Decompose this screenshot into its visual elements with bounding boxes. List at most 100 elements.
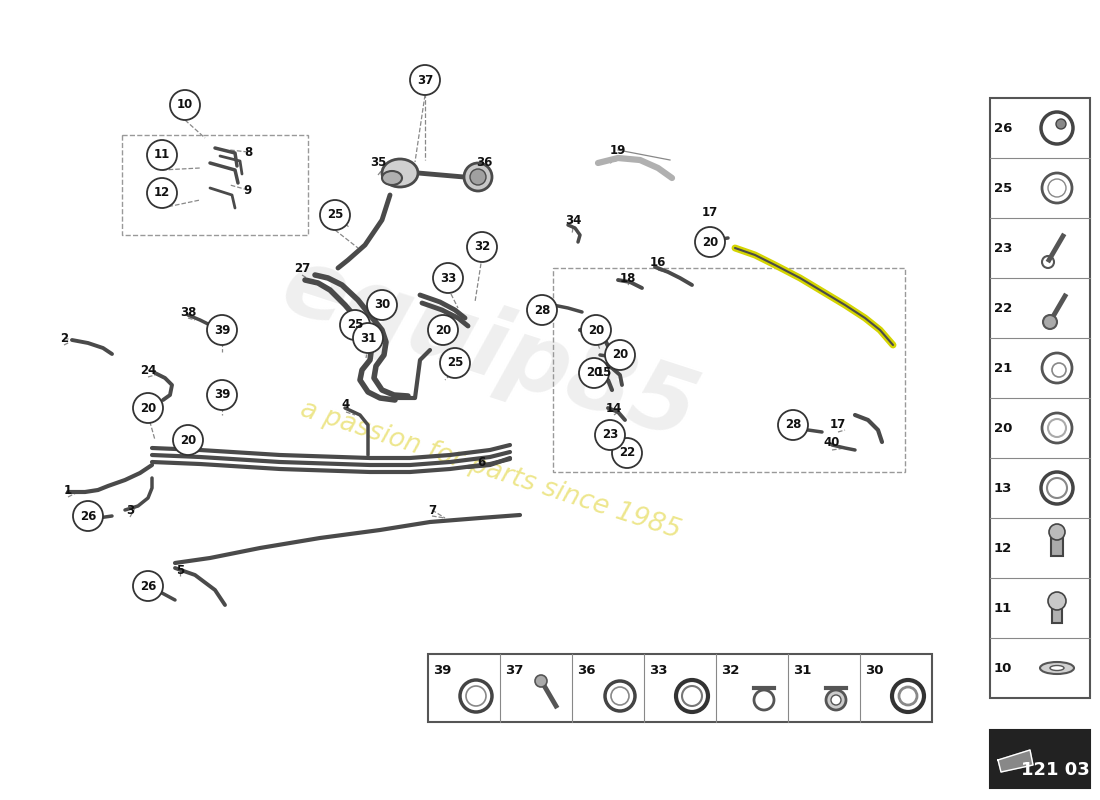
- Circle shape: [1049, 524, 1065, 540]
- Text: 5: 5: [176, 563, 184, 577]
- Text: 35: 35: [370, 157, 386, 170]
- Text: 32: 32: [720, 663, 739, 677]
- Bar: [990, 98, 1090, 698]
- Text: 11: 11: [154, 149, 170, 162]
- Circle shape: [579, 358, 609, 388]
- Text: 9: 9: [244, 183, 252, 197]
- Text: 19: 19: [609, 143, 626, 157]
- Text: 13: 13: [993, 482, 1012, 494]
- Circle shape: [527, 295, 557, 325]
- Text: 1: 1: [64, 483, 73, 497]
- Circle shape: [468, 232, 497, 262]
- Text: 17: 17: [829, 418, 846, 431]
- Circle shape: [535, 675, 547, 687]
- Text: 34: 34: [564, 214, 581, 226]
- Text: 37: 37: [417, 74, 433, 86]
- Text: 20: 20: [586, 366, 602, 379]
- Text: 36: 36: [476, 157, 492, 170]
- Text: 25: 25: [994, 182, 1012, 194]
- Text: 2: 2: [59, 331, 68, 345]
- Circle shape: [464, 163, 492, 191]
- Text: 22: 22: [619, 446, 635, 459]
- Circle shape: [367, 290, 397, 320]
- Circle shape: [1056, 119, 1066, 129]
- Circle shape: [826, 690, 846, 710]
- Circle shape: [353, 323, 383, 353]
- Text: 20: 20: [180, 434, 196, 446]
- Ellipse shape: [382, 159, 418, 187]
- Text: 23: 23: [602, 429, 618, 442]
- Circle shape: [410, 65, 440, 95]
- Text: 39: 39: [432, 663, 451, 677]
- Bar: [1052, 603, 1062, 623]
- Text: 15: 15: [596, 366, 613, 378]
- Bar: [428, 654, 932, 722]
- Text: 40: 40: [824, 437, 840, 450]
- Text: 24: 24: [140, 363, 156, 377]
- Text: 36: 36: [576, 663, 595, 677]
- Ellipse shape: [382, 171, 402, 185]
- Text: 3: 3: [125, 503, 134, 517]
- Circle shape: [147, 178, 177, 208]
- Circle shape: [605, 340, 635, 370]
- Circle shape: [133, 393, 163, 423]
- Circle shape: [147, 140, 177, 170]
- Text: 26: 26: [993, 122, 1012, 134]
- Text: 11: 11: [994, 602, 1012, 614]
- Text: 4: 4: [342, 398, 350, 411]
- Text: 20: 20: [993, 422, 1012, 434]
- Circle shape: [73, 501, 103, 531]
- Circle shape: [340, 310, 370, 340]
- Text: 20: 20: [612, 349, 628, 362]
- Circle shape: [207, 315, 236, 345]
- Text: 25: 25: [346, 318, 363, 331]
- Polygon shape: [998, 750, 1033, 772]
- Text: 10: 10: [993, 662, 1012, 674]
- Text: 39: 39: [213, 323, 230, 337]
- Circle shape: [581, 315, 611, 345]
- Text: a passion for parts since 1985: a passion for parts since 1985: [297, 396, 683, 544]
- Circle shape: [612, 438, 642, 468]
- Text: 12: 12: [154, 186, 170, 199]
- Text: 20: 20: [702, 235, 718, 249]
- Circle shape: [173, 425, 204, 455]
- Text: 33: 33: [440, 271, 456, 285]
- Circle shape: [1048, 592, 1066, 610]
- Text: 27: 27: [294, 262, 310, 274]
- Text: 20: 20: [587, 323, 604, 337]
- Text: 7: 7: [428, 503, 436, 517]
- Text: 28: 28: [784, 418, 801, 431]
- Text: 6: 6: [477, 455, 485, 469]
- Text: 8: 8: [244, 146, 252, 158]
- Circle shape: [207, 380, 236, 410]
- Text: 17: 17: [702, 206, 718, 219]
- Text: 20: 20: [140, 402, 156, 414]
- Bar: [1050, 532, 1063, 556]
- Circle shape: [595, 420, 625, 450]
- Circle shape: [133, 571, 163, 601]
- Circle shape: [1043, 315, 1057, 329]
- Text: 30: 30: [865, 663, 883, 677]
- Circle shape: [170, 90, 200, 120]
- Text: 31: 31: [793, 663, 811, 677]
- Text: 22: 22: [994, 302, 1012, 314]
- Text: 25: 25: [327, 209, 343, 222]
- Text: 30: 30: [374, 298, 390, 311]
- Circle shape: [470, 169, 486, 185]
- Text: 28: 28: [534, 303, 550, 317]
- Text: 25: 25: [447, 357, 463, 370]
- Text: 21: 21: [994, 362, 1012, 374]
- Circle shape: [440, 348, 470, 378]
- Bar: [990, 730, 1090, 788]
- Text: 10: 10: [177, 98, 194, 111]
- Text: 20: 20: [434, 323, 451, 337]
- Circle shape: [428, 315, 458, 345]
- Circle shape: [433, 263, 463, 293]
- Ellipse shape: [1050, 666, 1064, 670]
- Text: equip85: equip85: [271, 240, 708, 460]
- Circle shape: [695, 227, 725, 257]
- Text: 16: 16: [650, 257, 667, 270]
- Circle shape: [778, 410, 808, 440]
- Text: 18: 18: [619, 271, 636, 285]
- Text: 26: 26: [80, 510, 96, 522]
